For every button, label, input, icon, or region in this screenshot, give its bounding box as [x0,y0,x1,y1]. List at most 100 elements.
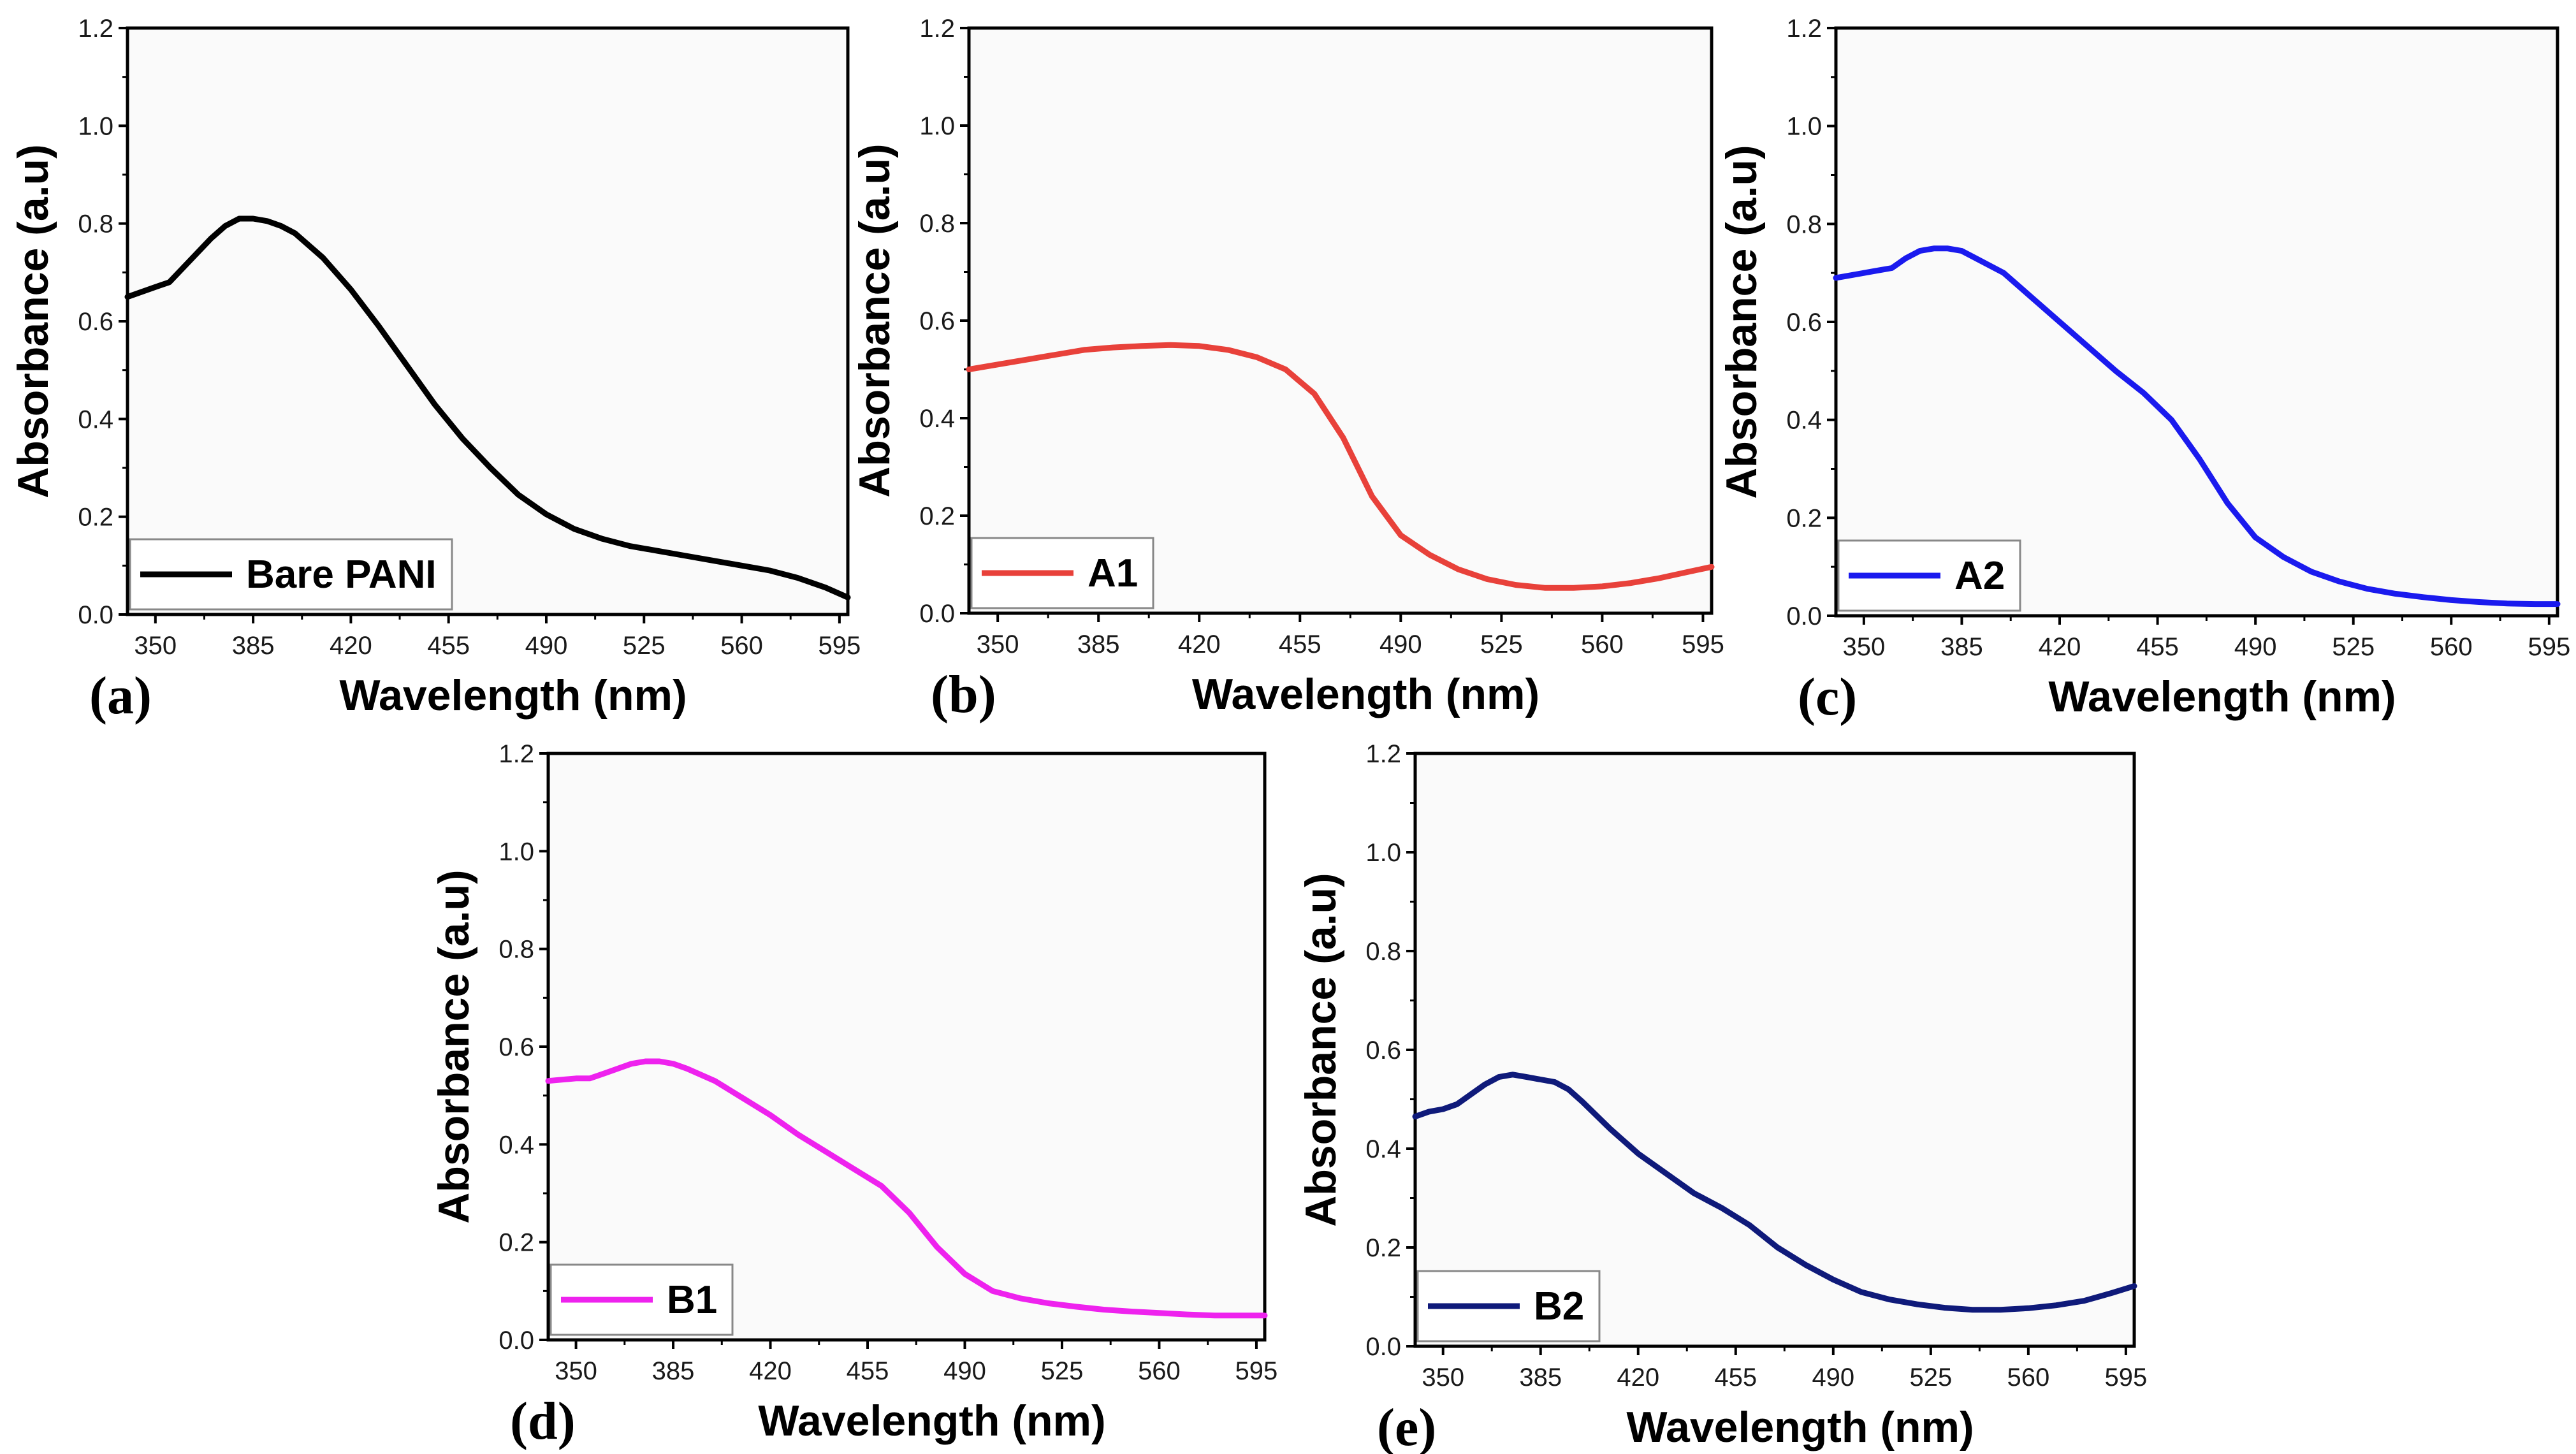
y-tick-label: 0.0 [1365,1333,1401,1361]
y-tick-label: 0.8 [1786,210,1822,238]
x-tick-label: 560 [2430,633,2473,661]
y-tick-label: 0.4 [1365,1135,1401,1163]
x-tick-label: 525 [623,632,666,660]
panel-label: (d) [510,1392,576,1451]
x-tick-label: 490 [525,632,568,660]
x-tick-label: 455 [427,632,470,660]
plot-frame [1413,752,2136,1348]
y-tick-label: 0.6 [1786,309,1822,337]
x-tick-label: 350 [977,630,1019,658]
legend-label: Bare PANI [246,553,437,597]
y-tick-label: 0.2 [78,504,113,532]
series-line [545,1058,1268,1319]
panel-label: (c) [1798,667,1857,727]
x-tick-label: 560 [720,632,763,660]
x-axis-label: Wavelength (nm) [339,671,687,720]
y-tick-label: 0.4 [498,1131,534,1159]
x-tick-label: 525 [2332,633,2375,661]
chart-panel: 350 385 420 455 490 525 560 595 0.0 0.2 0.4 0.6 0.8 1… [1297,740,2147,1454]
legend-label: B1 [667,1278,717,1322]
x-tick-label: 420 [2039,633,2081,661]
y-tick-label: 1.2 [1786,15,1822,43]
x-axis-label: Wavelength (nm) [758,1397,1105,1445]
legend-label: B2 [1534,1284,1584,1328]
x-tick-label: 350 [555,1357,597,1385]
x-tick-label: 595 [2528,633,2570,661]
panel-label: (b) [931,665,996,724]
y-tick-label: 1.2 [1365,740,1401,768]
series-line [966,342,1715,591]
series-line [1833,245,2561,607]
y-tick-label: 0.0 [919,600,955,628]
y-tick-label: 1.0 [498,838,534,866]
x-axis-label: Wavelength (nm) [1192,670,1539,718]
y-axis-label: Absorbance (a.u) [850,143,899,497]
x-tick-label: 490 [2234,633,2277,661]
x-tick-label: 350 [134,632,177,660]
x-tick-label: 350 [1843,633,1886,661]
y-tick-label: 1.0 [78,112,113,140]
y-tick-label: 1.0 [1365,839,1401,867]
y-tick-label: 0.2 [919,502,955,530]
legend-label: A1 [1088,551,1138,595]
x-tick-label: 595 [818,632,861,660]
y-tick-label: 1.2 [498,740,534,768]
y-tick-label: 0.6 [498,1033,534,1061]
plot-frame [546,752,1267,1342]
y-tick-label: 0.8 [498,936,534,964]
x-tick-label: 595 [1682,630,1724,658]
x-tick-label: 595 [1235,1357,1278,1385]
x-tick-label: 455 [847,1357,889,1385]
plot-frame [967,26,1714,615]
x-tick-label: 385 [1519,1363,1562,1392]
y-tick-label: 0.8 [919,210,955,238]
x-tick-label: 385 [232,632,275,660]
x-tick-label: 595 [2105,1363,2148,1392]
plot-frame [126,26,850,616]
x-tick-label: 560 [1581,630,1624,658]
x-tick-label: 525 [1041,1357,1084,1385]
x-tick-label: 455 [1714,1363,1757,1392]
y-tick-label: 0.8 [78,210,113,238]
x-tick-label: 490 [1812,1363,1854,1392]
y-tick-label: 1.0 [1786,113,1822,141]
series-line [124,215,851,600]
x-tick-label: 420 [1178,630,1221,658]
y-tick-label: 1.2 [919,15,955,43]
x-tick-label: 490 [943,1357,986,1385]
x-tick-label: 420 [330,632,372,660]
y-axis-label: Absorbance (a.u) [9,144,57,498]
x-tick-label: 420 [1617,1363,1659,1392]
x-tick-label: 525 [1480,630,1523,658]
y-tick-label: 0.2 [1786,504,1822,532]
y-tick-label: 0.0 [498,1327,534,1355]
plot-frame [1834,26,2559,618]
x-tick-label: 525 [1909,1363,1952,1392]
x-tick-label: 385 [652,1357,695,1385]
y-tick-label: 0.4 [78,405,113,433]
series-line [1412,1072,2137,1313]
chart-panel: 350 385 420 455 490 525 560 595 0.0 0.2 0.4 0.6 0.8 1… [430,740,1277,1451]
panel-label: (a) [89,666,152,725]
x-tick-label: 420 [749,1357,792,1385]
y-tick-label: 0.4 [919,405,955,433]
legend-label: A2 [1954,554,2005,598]
y-tick-label: 0.0 [78,601,113,629]
x-tick-label: 560 [2007,1363,2049,1392]
y-tick-label: 0.8 [1365,938,1401,966]
panel-label: (e) [1377,1398,1436,1454]
x-tick-label: 455 [2136,633,2179,661]
y-tick-label: 1.0 [919,112,955,140]
y-tick-label: 0.6 [919,307,955,335]
x-tick-label: 385 [1077,630,1120,658]
chart-panel: 350 385 420 455 490 525 560 595 0.0 0.2 0.4 0.6 0.8 1… [850,15,1724,724]
x-tick-label: 455 [1279,630,1321,658]
y-axis-label: Absorbance (a.u) [1717,145,1766,498]
y-tick-label: 0.2 [498,1229,534,1257]
y-axis-label: Absorbance (a.u) [430,869,478,1223]
y-tick-label: 0.2 [1365,1234,1401,1262]
y-tick-label: 1.2 [78,15,113,43]
chart-panel: 350 385 420 455 490 525 560 595 0.0 0.2 0.4 0.6 0.8 1… [1717,15,2570,727]
y-tick-label: 0.6 [1365,1036,1401,1065]
x-axis-label: Wavelength (nm) [1626,1403,1974,1451]
